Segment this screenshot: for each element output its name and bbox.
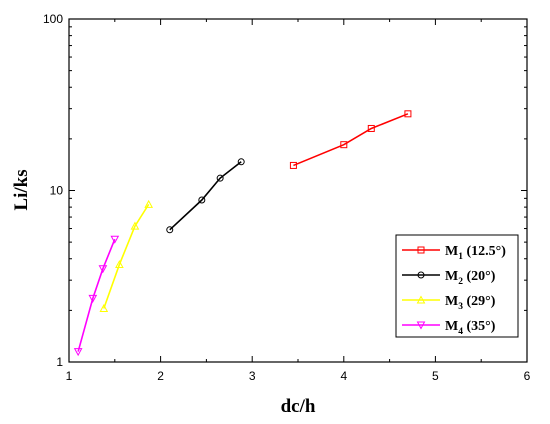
legend-box (395, 234, 519, 338)
series-2-point (237, 158, 245, 166)
series-1-point (289, 161, 297, 169)
legend-entry-4: M4 (35°) (402, 319, 496, 337)
series-1-line (293, 113, 409, 167)
legend-swatch-marker (417, 246, 425, 254)
series-1-point (367, 124, 375, 132)
x-tick-label: 5 (432, 369, 439, 383)
axis-tick-labels: 1 2 3 4 5 6 1 10 100 (43, 12, 531, 383)
legend-label: M2 (20°) (445, 269, 496, 287)
legend-entry-3: M3 (29°) (402, 294, 496, 312)
y-tick-label: 100 (43, 12, 63, 26)
series-3-point (99, 303, 109, 313)
series-4-point (88, 294, 98, 303)
y-axis-title: Li/ks (11, 169, 32, 210)
series-4 (73, 235, 120, 357)
x-tick-label: 6 (524, 369, 531, 383)
legend-swatch-marker (417, 271, 425, 279)
series-4-point (110, 235, 120, 244)
series-3-line (103, 203, 150, 309)
legend-entry-2: M2 (20°) (402, 269, 496, 287)
series-4-line (77, 238, 116, 352)
legend-label: M4 (35°) (445, 319, 496, 337)
series-2-point (216, 174, 224, 182)
series-3-point (130, 221, 140, 230)
legend-swatch-marker (416, 321, 426, 330)
x-tick-label: 1 (66, 369, 73, 383)
series-3-point (115, 259, 124, 269)
legend: M1 (12.5°) M2 (20°) M3 (29°) M4 (35°) (395, 234, 519, 338)
x-tick-label: 3 (249, 369, 256, 383)
axis-ticks (68, 18, 528, 363)
legend-label: M3 (29°) (445, 294, 496, 312)
series-1-point (404, 110, 412, 118)
series-layer (73, 110, 412, 357)
series-2-point (198, 196, 206, 204)
y-tick-label: 1 (56, 355, 63, 369)
x-tick-label: 2 (157, 369, 164, 383)
series-3-point (144, 199, 154, 208)
series-4-point (73, 348, 83, 357)
y-tick-label: 10 (50, 184, 64, 198)
series-2-point (166, 226, 174, 234)
series-1-point (340, 141, 348, 149)
series-2 (166, 158, 245, 234)
legend-swatch-marker (416, 295, 426, 304)
series-1 (289, 110, 412, 169)
series-4-point (98, 265, 108, 274)
x-tick-label: 4 (340, 369, 347, 383)
legend-entry-1: M1 (12.5°) (402, 244, 506, 262)
series-2-line (169, 161, 242, 231)
series-3 (99, 199, 154, 313)
legend-label: M1 (12.5°) (445, 244, 506, 262)
x-axis-title: dc/h (281, 396, 316, 417)
